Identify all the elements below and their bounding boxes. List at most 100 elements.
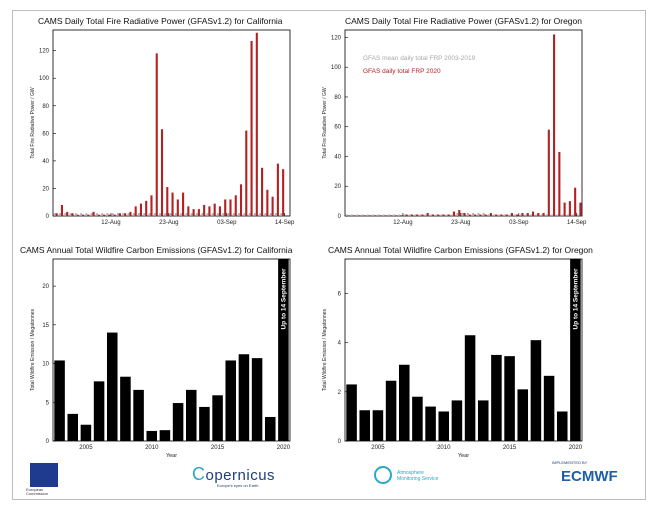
frp-bar-1-28 — [495, 214, 498, 216]
y-tick-label-1-0: 0 — [338, 214, 342, 220]
y-tick-label-0-3: 60 — [42, 131, 49, 137]
frp-bar-1-4 — [368, 215, 371, 216]
frp-bar-0-26 — [192, 209, 195, 216]
y-axis-label-3: Total Wildfire Emission / Megatonnes — [322, 309, 328, 391]
x-tick-label-2-0: 2005 — [79, 445, 93, 451]
annual-bar-2-15 — [251, 358, 263, 441]
mean-bar-1-10 — [398, 214, 401, 216]
annual-bar-3-9 — [464, 335, 476, 441]
y-axis-label-0: Total Fire Radiative Power / GW — [30, 87, 36, 158]
mean-bar-0-0 — [53, 213, 56, 216]
mean-bar-0-11 — [111, 213, 114, 216]
mean-bar-0-3 — [69, 213, 72, 216]
frp-bar-0-27 — [197, 209, 200, 216]
mean-bar-1-27 — [487, 214, 490, 216]
mean-bar-1-6 — [377, 214, 380, 216]
mean-bar-0-2 — [64, 213, 67, 216]
annual-bar-2-12 — [212, 395, 223, 441]
mean-bar-1-36 — [535, 214, 538, 216]
annual-bar-2-4 — [106, 332, 118, 441]
frp-bar-1-27 — [489, 213, 492, 216]
annual-bar-2-6 — [133, 389, 144, 441]
annual-bar-2-5 — [120, 376, 131, 441]
footer-logos: European Commission Copernicus Europe's … — [12, 460, 646, 500]
mean-bar-1-14 — [419, 214, 422, 216]
frp-bar-1-21 — [458, 210, 461, 216]
frp-bar-0-7 — [92, 211, 95, 216]
annotation-up-to-14-september-3: Up to 14 September — [572, 268, 579, 330]
annual-bar-2-17 — [278, 259, 289, 441]
frp-bar-1-2 — [358, 215, 361, 216]
frp-bar-1-6 — [379, 215, 382, 216]
frp-bar-0-8 — [97, 214, 100, 216]
legend-2020-1: GFAS daily total FRP 2020 — [363, 68, 441, 75]
annual-bar-2-9 — [172, 403, 184, 441]
plot-area-3 — [344, 258, 583, 442]
frp-bar-0-4 — [76, 214, 79, 216]
mean-bar-0-37 — [248, 213, 251, 216]
y-tick-label-0-0: 0 — [46, 214, 50, 220]
frp-bar-1-19 — [447, 214, 450, 216]
mean-bar-0-24 — [180, 213, 183, 216]
annual-bar-3-4 — [398, 364, 410, 441]
y-tick-label-3-2: 4 — [338, 341, 342, 347]
annual-bar-2-14 — [238, 354, 250, 441]
frp-bar-1-13 — [416, 214, 419, 216]
y-tick-label-0-5: 100 — [39, 76, 50, 82]
annual-bar-2-8 — [159, 430, 171, 441]
frp-bar-0-39 — [261, 167, 264, 216]
frp-bar-0-6 — [87, 214, 90, 216]
copernicus-wordmark: opernicus — [205, 467, 276, 484]
legend-mean-1: GFAS mean daily total FRP 2003-2019 — [363, 55, 476, 62]
frp-bar-1-26 — [484, 214, 487, 216]
mean-bar-1-37 — [540, 214, 543, 216]
frp-bar-0-38 — [255, 32, 258, 216]
mean-bar-0-27 — [195, 213, 198, 216]
chart-title-california-annual: CAMS Annual Total Wildfire Carbon Emissi… — [20, 245, 293, 255]
x-tick-label-0-1: 23-Aug — [159, 220, 178, 226]
mean-bar-0-28 — [201, 213, 204, 216]
frp-bar-0-35 — [239, 184, 243, 216]
frp-bar-0-37 — [250, 41, 253, 217]
y-axis-label-2: Total Wildfire Emission / Megatonnes — [30, 309, 36, 391]
copernicus-c-icon: C — [192, 464, 206, 484]
mean-bar-0-14 — [127, 213, 130, 216]
annual-bar-3-0 — [346, 384, 357, 441]
frp-bar-0-23 — [176, 199, 179, 216]
annual-bar-2-2 — [80, 424, 92, 441]
y-tick-label-1-2: 40 — [334, 154, 341, 160]
x-tick-label-0-2: 03-Sep — [217, 220, 237, 226]
x-tick-label-1-3: 14-Sep — [567, 220, 587, 226]
ecmwf-logo: ECMWF — [561, 468, 618, 485]
x-tick-label-1-2: 03-Sep — [509, 220, 529, 226]
mean-bar-1-30 — [503, 214, 506, 216]
mean-bar-0-33 — [227, 213, 230, 216]
annual-bar-3-3 — [385, 380, 397, 441]
annual-bar-3-15 — [543, 375, 555, 441]
y-tick-label-2-2: 10 — [42, 362, 49, 368]
frp-bar-0-0 — [55, 213, 58, 216]
mean-bar-1-40 — [556, 214, 559, 216]
frp-bar-1-5 — [373, 215, 377, 216]
x-tick-label-2-2: 2015 — [211, 445, 225, 451]
chart-title-oregon-annual: CAMS Annual Total Wildfire Carbon Emissi… — [328, 245, 593, 255]
x-tick-label-3-0: 2005 — [371, 445, 385, 451]
mean-bar-1-3 — [361, 214, 364, 216]
annual-bar-3-16 — [556, 411, 568, 441]
frp-bar-0-43 — [282, 169, 285, 216]
annual-bar-3-13 — [517, 389, 529, 441]
annual-bar-3-8 — [451, 400, 463, 441]
frp-bar-0-36 — [245, 130, 248, 216]
annotation-up-to-14-september-2: Up to 14 September — [280, 268, 287, 330]
frp-bar-1-8 — [389, 215, 392, 216]
chart-title-oregon-daily: CAMS Daily Total Fire Radiative Power (G… — [345, 16, 582, 26]
mean-bar-0-42 — [274, 213, 277, 216]
frp-bar-0-33 — [229, 199, 232, 216]
y-tick-label-0-6: 120 — [39, 49, 50, 55]
annual-bar-2-10 — [185, 389, 197, 441]
frp-bar-0-10 — [108, 214, 111, 216]
frp-bar-0-22 — [171, 192, 174, 216]
chart-title-california-daily: CAMS Daily Total Fire Radiative Power (G… — [38, 16, 283, 26]
y-tick-label-2-0: 0 — [46, 439, 50, 445]
annual-bar-2-0 — [54, 360, 65, 441]
